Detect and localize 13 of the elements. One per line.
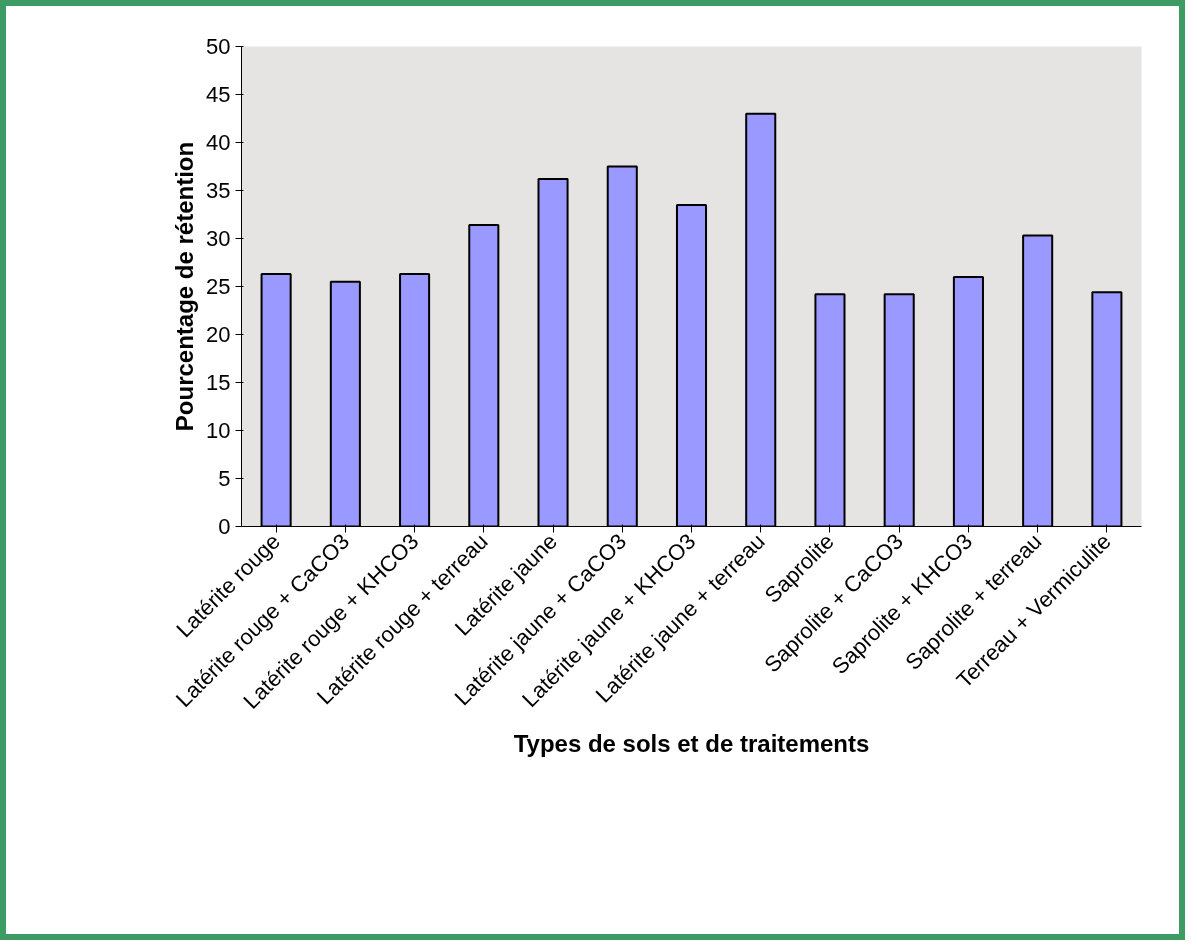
- y-tick-label: 20: [206, 322, 231, 347]
- y-tick-label: 45: [206, 82, 231, 107]
- y-tick-label: 50: [206, 34, 231, 59]
- y-tick-label: 25: [206, 274, 231, 299]
- y-tick-label: 30: [206, 226, 231, 251]
- y-tick-label: 15: [206, 370, 231, 395]
- y-tick-label: 10: [206, 418, 231, 443]
- y-tick-label: 5: [218, 466, 231, 491]
- y-axis-title: Pourcentage de rétention: [171, 141, 199, 432]
- x-axis-title: Types de sols et de traitements: [513, 730, 870, 758]
- y-tick-label: 0: [218, 514, 231, 539]
- y-tick-label: 40: [206, 130, 231, 155]
- y-tick-label: 35: [206, 178, 231, 203]
